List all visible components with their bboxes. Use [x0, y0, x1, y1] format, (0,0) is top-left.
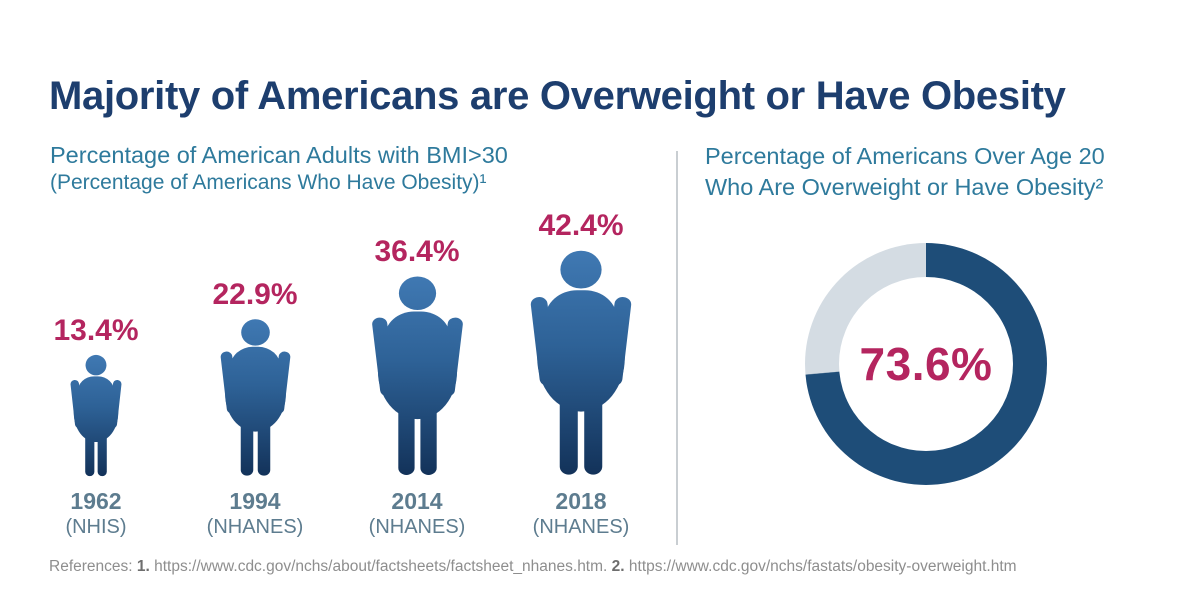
donut-center-label: 73.6% — [859, 338, 993, 390]
reference-2-number: 2. — [611, 558, 625, 575]
right-chart-heading-line2: Who Are Overweight or Have Obesity² — [705, 174, 1104, 200]
percent-label: 13.4% — [53, 314, 139, 347]
reference-1-url: https://www.cdc.gov/nchs/about/factsheet… — [149, 558, 612, 575]
year-label: 1994 — [229, 488, 281, 514]
left-chart-heading-line1: Percentage of American Adults with BMI>3… — [50, 142, 508, 168]
percent-label: 42.4% — [538, 209, 624, 242]
page-title: Majority of Americans are Overweight or … — [49, 74, 1066, 118]
right-chart-heading-line1: Percentage of Americans Over Age 20 — [705, 143, 1105, 169]
year-label-block: 2014 (NHANES) — [369, 488, 466, 540]
pictogram-column-1962: 13.4% 1962 (NHIS) — [26, 314, 166, 540]
year-label: 1962 — [70, 488, 122, 514]
reference-2-url: https://www.cdc.gov/nchs/fastats/obesity… — [624, 558, 1017, 575]
percent-label: 36.4% — [374, 235, 460, 268]
percent-label: 22.9% — [212, 278, 298, 311]
person-icon-2014 — [370, 276, 464, 475]
reference-1-number: 1. — [136, 558, 150, 575]
left-chart-heading: Percentage of American Adults with BMI>3… — [50, 141, 508, 196]
survey-source-label: (NHANES) — [206, 516, 304, 538]
survey-source-label: (NHIS) — [65, 516, 127, 538]
pictogram-column-1994: 22.9% 1994 (NHANES) — [185, 278, 325, 540]
year-label: 2018 — [555, 488, 607, 514]
person-icon-2018 — [529, 250, 633, 475]
year-label-block: 1962 (NHIS) — [65, 488, 126, 540]
donut-hole — [839, 277, 1013, 451]
references-line: References: 1. https://www.cdc.gov/nchs/… — [49, 558, 1017, 576]
survey-source-label: (NHANES) — [532, 516, 630, 538]
references-prefix: References: — [49, 558, 137, 575]
person-icon-1994 — [219, 319, 291, 476]
left-chart-heading-line2: (Percentage of Americans Who Have Obesit… — [50, 171, 487, 194]
person-icon-1962 — [70, 354, 122, 477]
year-label-block: 1994 (NHANES) — [207, 488, 304, 540]
right-chart-heading: Percentage of Americans Over Age 20 Who … — [705, 141, 1105, 203]
year-label: 2014 — [391, 488, 443, 514]
pictogram-column-2014: 36.4% 2014 (NHANES) — [347, 235, 487, 540]
survey-source-label: (NHANES) — [368, 516, 466, 538]
donut-ring: 73.6% — [805, 243, 1047, 485]
pictogram-column-2018: 42.4% 2018 (NHANES) — [511, 209, 651, 540]
year-label-block: 2018 (NHANES) — [533, 488, 630, 540]
section-divider — [676, 151, 678, 545]
